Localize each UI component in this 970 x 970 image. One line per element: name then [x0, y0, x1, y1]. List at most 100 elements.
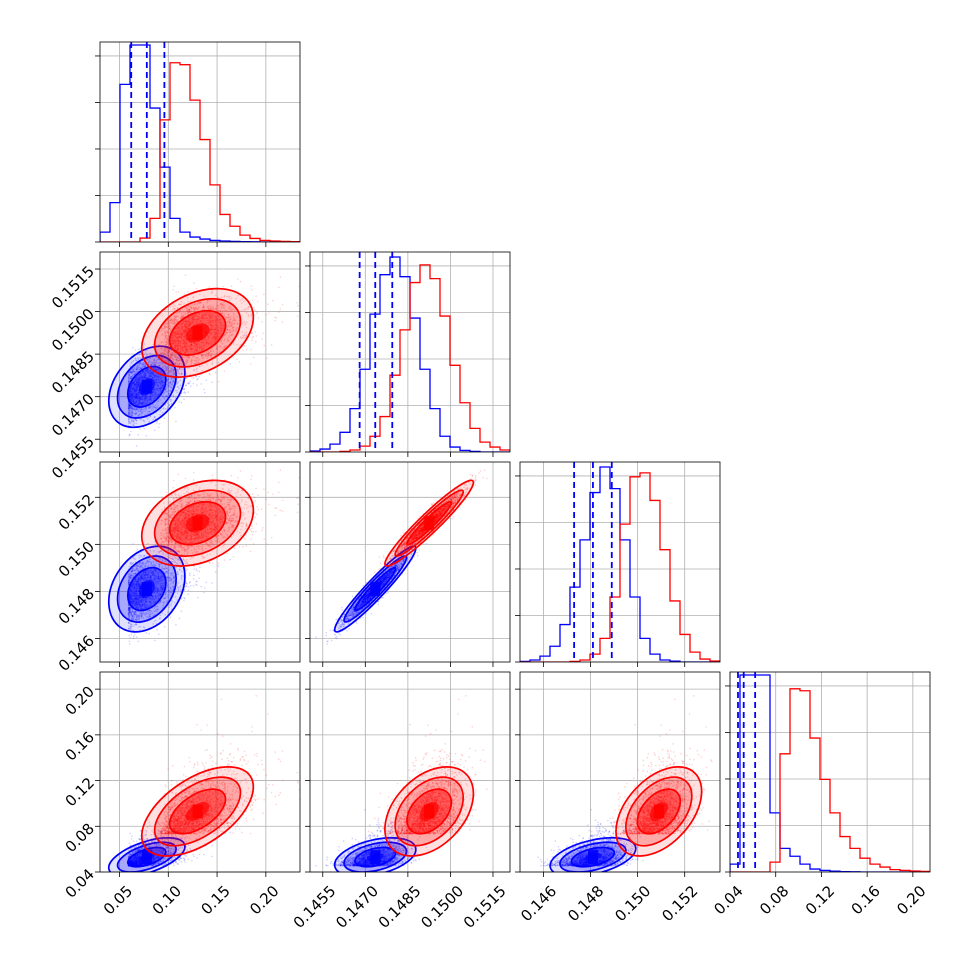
- scatter-point: [144, 369, 147, 372]
- scatter-point: [159, 375, 162, 377]
- scatter-point: [144, 398, 146, 401]
- scatter-point: [158, 364, 161, 367]
- scatter-point: [130, 383, 133, 386]
- scatter-point: [132, 383, 135, 385]
- scatter-point: [133, 390, 136, 392]
- scatter-point: [133, 386, 136, 388]
- scatter-point: [155, 378, 158, 381]
- scatter-point: [171, 384, 173, 386]
- scatter-point: [279, 308, 282, 311]
- scatter-point: [129, 404, 132, 407]
- scatter-point: [146, 397, 149, 400]
- scatter-point: [140, 395, 143, 398]
- scatter-point: [255, 340, 257, 343]
- scatter-point: [141, 402, 144, 404]
- density-peak: [141, 379, 152, 394]
- scatter-point: [137, 391, 140, 394]
- scatter-point: [139, 396, 141, 398]
- scatter-point: [140, 412, 143, 415]
- scatter-point: [137, 382, 140, 385]
- scatter-point: [132, 400, 135, 403]
- scatter-point: [142, 370, 144, 373]
- scatter-point: [131, 399, 134, 401]
- scatter-point: [132, 382, 134, 385]
- scatter-point: [147, 406, 150, 408]
- scatter-point: [129, 390, 132, 393]
- scatter-point: [151, 393, 154, 395]
- scatter-point: [143, 363, 146, 366]
- scatter-point: [131, 406, 133, 409]
- scatter-point: [140, 372, 143, 375]
- scatter-point: [128, 409, 130, 412]
- scatter-point: [130, 430, 132, 433]
- scatter-point: [138, 380, 140, 382]
- scatter-point: [162, 384, 164, 387]
- scatter-point: [159, 378, 162, 381]
- scatter-point: [127, 418, 130, 421]
- scatter-point: [135, 388, 138, 390]
- scatter-point: [140, 380, 143, 383]
- scatter-point: [205, 379, 208, 381]
- scatter-point: [167, 385, 170, 387]
- scatter-point: [144, 365, 146, 368]
- scatter-point: [142, 398, 145, 401]
- scatter-point: [128, 420, 130, 423]
- scatter-point: [132, 397, 134, 400]
- scatter-point: [132, 373, 135, 376]
- scatter-point: [157, 393, 160, 396]
- scatter-point: [129, 371, 132, 373]
- scatter-point: [129, 408, 132, 411]
- scatter-point: [254, 309, 257, 312]
- scatter-point: [171, 383, 173, 386]
- scatter-point: [166, 407, 169, 410]
- scatter-point: [153, 361, 156, 363]
- scatter-point: [136, 368, 139, 371]
- scatter-point: [133, 388, 136, 391]
- scatter-point: [140, 402, 143, 404]
- scatter-point: [140, 402, 142, 404]
- scatter-point: [129, 407, 131, 409]
- scatter-point: [180, 401, 183, 404]
- scatter-point: [142, 370, 145, 373]
- scatter-point: [146, 396, 148, 399]
- scatter-point: [167, 383, 170, 385]
- scatter-point: [135, 394, 138, 397]
- x-ticks: [119, 452, 267, 457]
- scatter-point: [129, 395, 132, 398]
- scatter-point: [134, 385, 137, 387]
- scatter-point: [127, 412, 130, 414]
- scatter-point: [157, 378, 159, 380]
- scatter-point: [135, 400, 137, 402]
- scatter-point: [132, 395, 134, 398]
- scatter-point: [137, 384, 140, 386]
- scatter-point: [130, 420, 133, 423]
- scatter-point: [127, 402, 130, 405]
- scatter-point: [130, 413, 133, 415]
- scatter-point: [137, 383, 139, 386]
- scatter-point: [132, 408, 134, 411]
- scatter-point: [245, 348, 248, 351]
- scatter-point: [130, 392, 133, 394]
- scatter-point: [128, 403, 131, 405]
- y-tick-label: 0.1515: [48, 262, 98, 312]
- scatter-point: [143, 343, 146, 346]
- scatter-point: [257, 317, 260, 319]
- scatter-point: [142, 377, 145, 380]
- scatter-point: [130, 385, 132, 388]
- scatter-point: [132, 359, 135, 362]
- scatter-point: [135, 382, 138, 385]
- scatter-point: [128, 404, 130, 407]
- scatter-point: [147, 362, 150, 364]
- scatter-point: [150, 405, 153, 408]
- scatter-point: [175, 291, 177, 293]
- scatter-point: [127, 401, 130, 404]
- scatter-point: [129, 389, 132, 391]
- scatter-point: [143, 370, 146, 373]
- scatter-point: [161, 380, 163, 383]
- panel-body: [107, 274, 300, 447]
- scatter-point: [136, 398, 139, 400]
- scatter-point: [153, 375, 156, 377]
- scatter-point: [132, 387, 134, 389]
- grid-lines: [100, 252, 300, 452]
